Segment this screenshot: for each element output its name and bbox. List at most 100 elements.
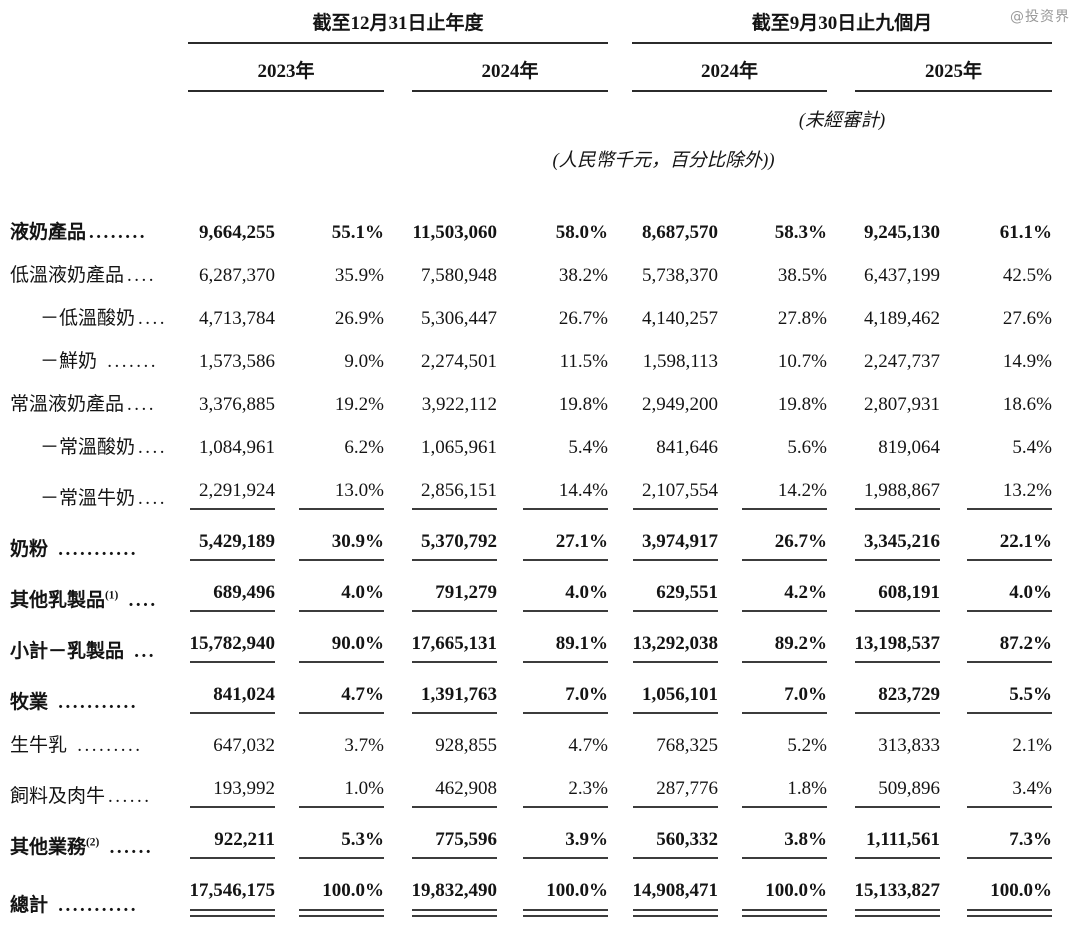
cell-9m2024-pct: 1.8% (718, 778, 827, 808)
cell-9m2024-amount: 14,908,471 (608, 880, 719, 917)
cell-fy2024-pct: 14.4% (497, 480, 608, 510)
cell-9m2025-amount: 819,064 (878, 437, 940, 458)
row-label: －低溫酸奶.... (10, 308, 175, 330)
row-label-text: 生牛乳 (10, 735, 68, 756)
cell-9m2025-amount: 15,133,827 (827, 880, 941, 917)
cell-9m2025-amount: 4,189,462 (864, 308, 940, 329)
cell-9m2025-amount: 2,247,737 (864, 351, 940, 372)
cell-fy2023-pct: 3.7% (344, 735, 384, 756)
dot-leader: ........... (51, 692, 139, 713)
cell-fy2023-pct: 5.3% (275, 829, 384, 859)
cell-fy2023-amount: 6,287,370 (199, 265, 275, 286)
header-year-9m2025-label: 2025年 (855, 56, 1052, 92)
row-label: －鮮奶 ....... (10, 351, 175, 373)
row-label: 其他乳製品(1) .... (10, 590, 175, 612)
cell-fy2023-pct: 90.0% (275, 633, 384, 663)
dot-leader: .... (127, 265, 157, 286)
cell-fy2023-amount: 1,084,961 (199, 437, 275, 458)
cell-fy2023-pct: 4.7% (275, 684, 384, 714)
cell-9m2024-pct: 7.0% (718, 684, 827, 714)
table-row-ambient-liquid-milk: 常溫液奶產品.... 3,376,885 19.2% 3,922,112 19.… (10, 384, 1080, 427)
cell-9m2025-pct: 27.6% (1002, 308, 1052, 329)
row-label-text: 飼料及肉牛 (10, 786, 106, 807)
row-label: 低溫液奶產品.... (10, 265, 175, 287)
cell-fy2024-amount: 2,856,151 (384, 480, 497, 510)
cell-9m2024-pct: 3.8% (718, 829, 827, 859)
cell-9m2025-amount: 1,988,867 (827, 480, 940, 510)
cell-fy2023-pct: 100.0% (275, 880, 384, 917)
cell-9m2024-pct: 19.8% (777, 394, 827, 415)
row-label-text: 其他業務 (10, 837, 87, 858)
row-label: 其他業務(2) ...... (10, 837, 175, 859)
header-year-2023-label: 2023年 (188, 56, 384, 92)
dot-leader: .... (138, 437, 168, 458)
row-label: 生牛乳 ......... (10, 735, 175, 757)
table-row-subtotal-dairy: 小計－乳製品 ... 15,782,940 90.0% 17,665,131 8… (10, 623, 1080, 674)
cell-fy2024-amount: 19,832,490 (384, 880, 498, 917)
cell-9m2024-amount: 1,598,113 (642, 351, 718, 372)
cell-9m2024-amount: 8,687,570 (642, 222, 718, 243)
cell-9m2024-pct: 5.2% (787, 735, 827, 756)
cell-fy2024-amount: 5,370,792 (384, 531, 497, 561)
cell-9m2025-amount: 2,807,931 (864, 394, 940, 415)
cell-fy2024-pct: 27.1% (497, 531, 608, 561)
cell-fy2024-pct: 2.3% (497, 778, 608, 808)
row-label-text: －常溫牛奶 (40, 488, 136, 509)
cell-fy2023-amount: 1,573,586 (199, 351, 275, 372)
cell-fy2024-amount: 1,391,763 (384, 684, 497, 714)
row-label-text: －常溫酸奶 (40, 437, 136, 458)
row-label-text: －低溫酸奶 (40, 308, 136, 329)
cell-9m2025-pct: 61.1% (999, 222, 1052, 243)
header-year-9m2024: 2024年 (608, 56, 827, 92)
table-row-milk-powder: 奶粉 ........... 5,429,189 30.9% 5,370,792… (10, 521, 1080, 572)
dot-leader: .... (121, 590, 158, 611)
cell-fy2024-pct: 5.4% (568, 437, 608, 458)
dot-leader: ....... (100, 351, 159, 372)
table-row-other-business: 其他業務(2) ...... 922,211 5.3% 775,596 3.9%… (10, 819, 1080, 870)
table-row-fresh-milk: －鮮奶 ....... 1,573,586 9.0% 2,274,501 11.… (10, 341, 1080, 384)
cell-fy2023-amount: 841,024 (175, 684, 275, 714)
cell-fy2023-amount: 647,032 (213, 735, 275, 756)
cell-fy2024-amount: 775,596 (384, 829, 497, 859)
cell-fy2024-pct: 26.7% (558, 308, 608, 329)
cell-fy2023-pct: 35.9% (334, 265, 384, 286)
cell-9m2024-amount: 2,107,554 (608, 480, 718, 510)
cell-9m2025-amount: 509,896 (827, 778, 940, 808)
dot-leader: .... (138, 488, 168, 509)
cell-fy2023-pct: 26.9% (334, 308, 384, 329)
cell-9m2024-amount: 287,776 (608, 778, 718, 808)
dot-leader: ...... (108, 786, 152, 807)
dot-leader: .... (127, 394, 157, 415)
cell-fy2024-pct: 4.7% (568, 735, 608, 756)
cell-fy2024-pct: 38.2% (558, 265, 608, 286)
table-row-total: 總計 ........... 17,546,175 100.0% 19,832,… (10, 870, 1080, 928)
row-label-text: 總計 (10, 895, 49, 916)
row-label-footnote-2: (2) (86, 836, 100, 849)
dot-leader: ........... (51, 895, 139, 916)
cell-9m2025-pct: 4.0% (940, 582, 1052, 612)
cell-fy2024-amount: 2,274,501 (421, 351, 497, 372)
cell-9m2025-pct: 18.6% (1002, 394, 1052, 415)
cell-fy2023-pct: 9.0% (344, 351, 384, 372)
header-group-annual-label: 截至12月31日止年度 (188, 8, 608, 44)
header-group-row: 截至12月31日止年度 截至9月30日止九個月 (10, 8, 1080, 44)
row-label: 小計－乳製品 ... (10, 641, 175, 663)
row-label-text: －鮮奶 (40, 351, 98, 372)
row-label-text: 液奶產品 (10, 222, 87, 243)
cell-fy2024-amount: 1,065,961 (421, 437, 497, 458)
cell-9m2024-pct: 89.2% (718, 633, 827, 663)
cell-9m2025-amount: 3,345,216 (827, 531, 940, 561)
cell-fy2024-pct: 58.0% (555, 222, 608, 243)
cell-9m2025-pct: 3.4% (940, 778, 1052, 808)
table-row-ambient-yogurt: －常溫酸奶.... 1,084,961 6.2% 1,065,961 5.4% … (10, 427, 1080, 470)
header-year-2024: 2024年 (384, 56, 608, 92)
dot-leader: ........... (51, 539, 139, 560)
cell-fy2024-amount: 5,306,447 (421, 308, 497, 329)
header-year-9m2024-label: 2024年 (632, 56, 827, 92)
cell-9m2025-pct: 22.1% (940, 531, 1052, 561)
cell-9m2024-pct: 26.7% (718, 531, 827, 561)
header-group-ninemonth: 截至9月30日止九個月 (608, 8, 1052, 44)
cell-9m2024-amount: 768,325 (656, 735, 718, 756)
header-year-2023: 2023年 (175, 56, 384, 92)
cell-fy2023-pct: 55.1% (331, 222, 384, 243)
